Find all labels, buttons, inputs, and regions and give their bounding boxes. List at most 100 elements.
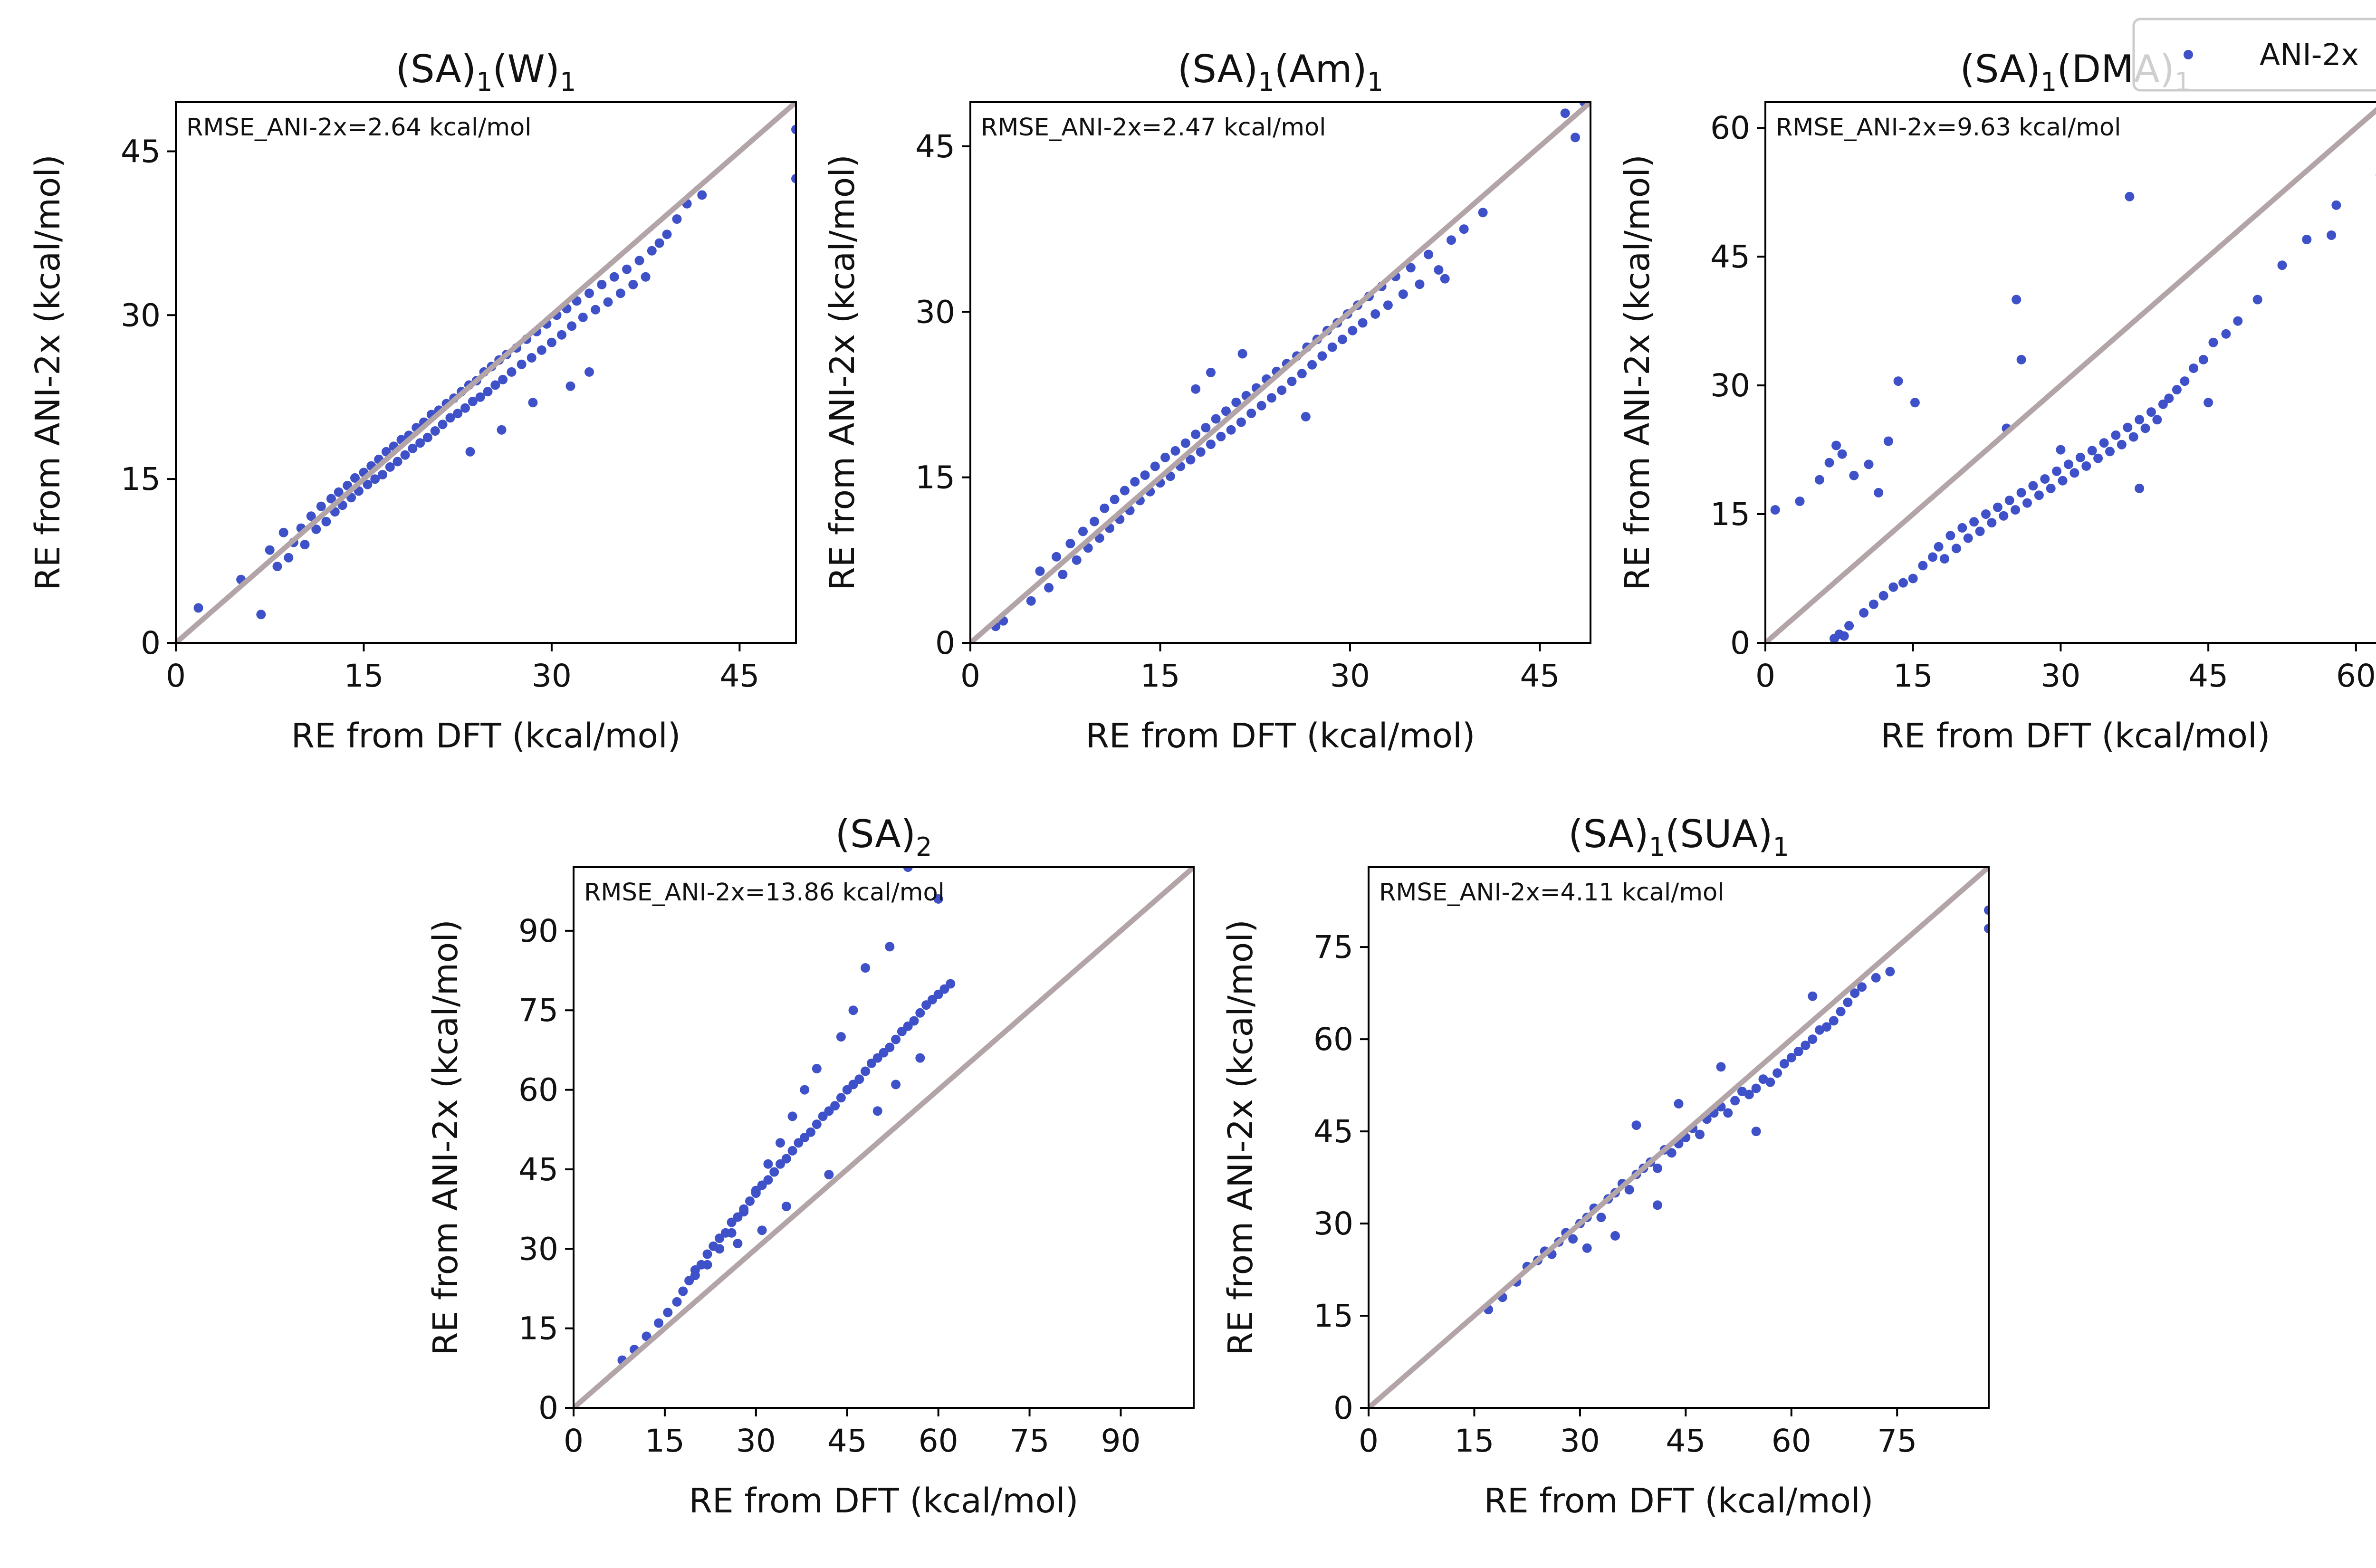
data-point — [2087, 446, 2097, 456]
data-point — [1831, 440, 1841, 450]
data-point — [272, 562, 282, 572]
data-point — [1808, 991, 1818, 1001]
data-point — [1297, 369, 1307, 379]
identity-line — [1369, 867, 1989, 1408]
data-point — [2252, 295, 2262, 305]
data-point — [1868, 599, 1878, 609]
data-point — [1317, 351, 1327, 361]
data-point — [1447, 235, 1456, 245]
data-point — [662, 229, 672, 239]
data-point — [727, 1228, 737, 1238]
data-point — [1984, 905, 1989, 915]
data-point — [385, 462, 395, 472]
y-axis-label: RE from ANI-2x (kcal/mol) — [426, 919, 465, 1356]
title-text: (SA) — [1960, 47, 2041, 91]
rmse-annotation: RMSE_ANI-2x=9.63 kcal/mol — [1776, 114, 2121, 142]
data-point — [1969, 517, 1979, 527]
title-subscript: 1 — [1649, 832, 1665, 862]
x-axis-label: RE from DFT (kcal/mol) — [1881, 716, 2271, 755]
data-point — [1440, 274, 1450, 284]
data-point — [284, 553, 294, 563]
data-point — [739, 1207, 749, 1217]
data-point — [1287, 376, 1297, 386]
data-point — [1196, 447, 1206, 457]
y-tick-label: 45 — [121, 133, 161, 170]
data-point — [393, 457, 402, 467]
y-tick-label: 0 — [538, 1390, 558, 1426]
data-point — [1560, 108, 1570, 118]
data-point — [1975, 526, 1985, 536]
data-point — [517, 359, 527, 369]
data-point — [2046, 483, 2056, 493]
data-point — [1058, 570, 1068, 579]
data-point — [1211, 414, 1221, 424]
data-point — [933, 894, 943, 904]
data-point — [1160, 452, 1170, 462]
data-point — [1150, 461, 1160, 471]
data-point — [1358, 318, 1368, 328]
data-point — [702, 1249, 712, 1259]
data-point — [2125, 191, 2135, 201]
data-point — [2172, 385, 2182, 395]
x-tick-label: 0 — [1755, 658, 1775, 694]
data-point — [1266, 393, 1276, 403]
data-point — [861, 1066, 871, 1076]
data-point — [415, 438, 425, 448]
x-tick-label: 0 — [1359, 1423, 1379, 1459]
data-point — [1035, 566, 1045, 576]
data-point — [634, 256, 644, 266]
data-point — [2011, 505, 2021, 515]
data-point — [1026, 596, 1036, 606]
data-point — [2233, 316, 2243, 326]
data-point — [1779, 1059, 1789, 1069]
panel-title: (SA)1(W)1 — [396, 47, 576, 97]
data-point — [578, 312, 588, 322]
data-point — [1836, 1006, 1846, 1016]
data-point — [769, 1167, 779, 1177]
data-point — [278, 527, 288, 537]
data-point — [557, 330, 566, 340]
subplot-grid: 0 15 30 45 0 15 30 45 RE from DFT (kcal/mol) RE f… — [28, 47, 2376, 1520]
y-tick-label: 75 — [518, 992, 558, 1029]
y-tick-label: 45 — [915, 128, 955, 165]
data-point — [1878, 591, 1888, 601]
data-point — [1398, 289, 1408, 299]
data-point — [1110, 495, 1120, 505]
data-point — [1624, 1185, 1634, 1195]
title-subscript: 1 — [476, 67, 492, 97]
points-group — [991, 102, 1589, 631]
data-point — [1130, 477, 1140, 487]
axes-frame — [573, 866, 1195, 1409]
data-point — [1201, 423, 1211, 433]
x-tick-label: 30 — [1330, 658, 1370, 694]
data-point — [672, 214, 682, 224]
data-point — [2064, 459, 2073, 469]
x-tick-label: 45 — [719, 658, 759, 694]
data-point — [1327, 342, 1337, 352]
x-tick-label: 0 — [564, 1423, 584, 1459]
x-tick-label: 90 — [1101, 1423, 1140, 1459]
data-point — [2180, 376, 2190, 386]
data-point — [1256, 401, 1266, 411]
legend-label: ANI-2x — [2260, 38, 2359, 72]
data-point — [641, 272, 651, 282]
title-subscript: 1 — [2041, 67, 2057, 97]
data-point — [2135, 483, 2145, 493]
data-point — [2004, 496, 2014, 506]
data-point — [2056, 445, 2066, 455]
y-tick-label: 45 — [1710, 239, 1750, 275]
data-point — [781, 1154, 791, 1164]
data-point — [909, 1016, 919, 1026]
title-subscript: 1 — [1772, 832, 1789, 862]
data-point — [483, 387, 493, 397]
data-point — [300, 540, 310, 550]
rmse-annotation: RMSE_ANI-2x=2.64 kcal/mol — [186, 114, 531, 142]
data-point — [1871, 973, 1881, 983]
panel-title: (SA)1(Am)1 — [1178, 47, 1383, 97]
y-axis-label: RE from ANI-2x (kcal/mol) — [1618, 154, 1657, 591]
data-point — [445, 413, 455, 423]
data-point — [2204, 398, 2213, 408]
title-text: (SA) — [1178, 47, 1258, 91]
data-point — [2022, 498, 2032, 508]
data-point — [1850, 988, 1860, 998]
